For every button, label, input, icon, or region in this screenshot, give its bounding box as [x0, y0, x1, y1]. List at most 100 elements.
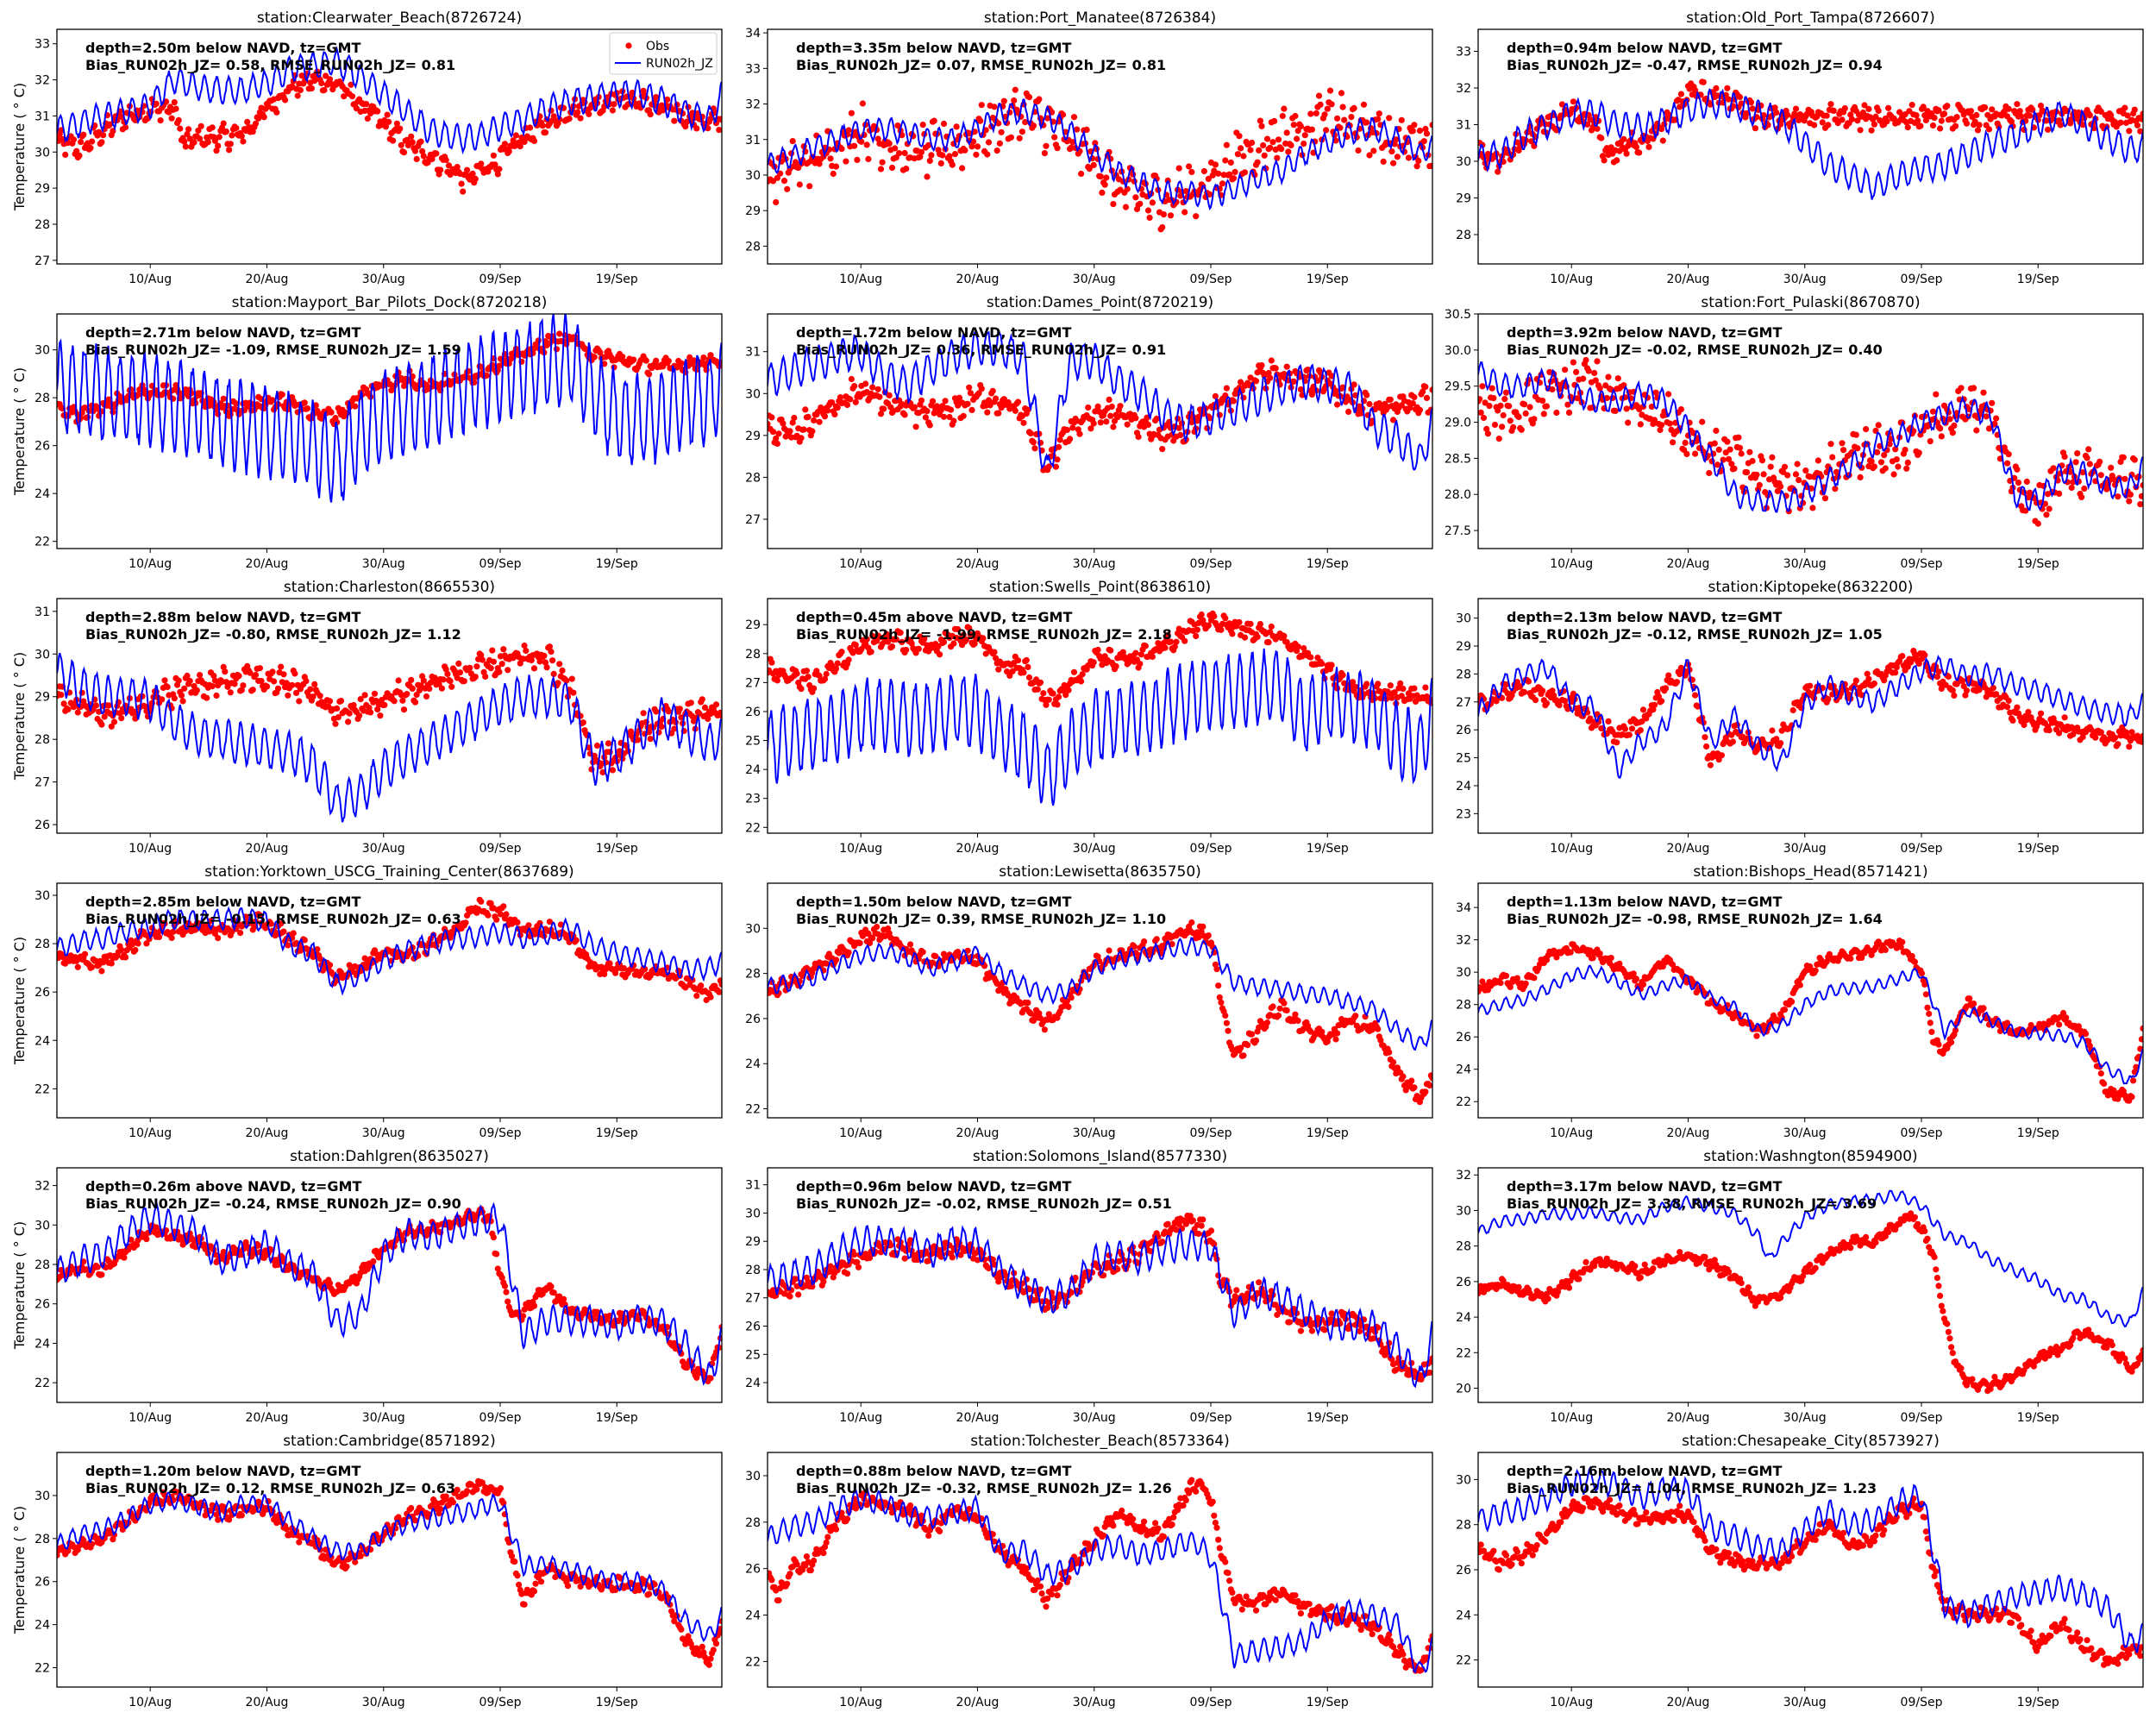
obs-point [937, 651, 943, 658]
ytick-label: 28 [745, 471, 761, 485]
obs-point [2008, 118, 2015, 125]
obs-point [1963, 687, 1971, 694]
obs-point [1882, 465, 1889, 472]
obs-point [1565, 409, 1573, 416]
obs-point [838, 146, 845, 153]
obs-point [1980, 389, 1987, 396]
obs-point [1725, 455, 1733, 462]
obs-point [420, 153, 427, 160]
obs-point [1796, 477, 1802, 484]
obs-point [1744, 469, 1751, 476]
obs-point [2134, 122, 2141, 129]
obs-point [467, 664, 473, 671]
obs-point [1411, 122, 1418, 129]
ytick-label: 24 [34, 487, 50, 501]
obs-point [1865, 105, 1872, 112]
obs-point [1585, 367, 1592, 374]
obs-point [301, 399, 308, 406]
obs-point [409, 139, 416, 146]
obs-point [274, 685, 282, 692]
obs-point [1045, 696, 1052, 703]
obs-point [1973, 111, 1980, 119]
obs-point [1967, 108, 1974, 115]
obs-point [1574, 395, 1581, 402]
obs-point [1875, 107, 1882, 115]
ytick-label: 23 [1456, 807, 1471, 821]
obs-point [791, 414, 798, 422]
obs-point [1854, 117, 1861, 124]
obs-point [950, 417, 957, 424]
obs-point [408, 676, 415, 684]
ytick-label: 24 [1456, 780, 1471, 794]
obs-point [413, 155, 420, 162]
y-axis-label: Temperature ( ° C) [11, 367, 28, 496]
obs-point [829, 399, 836, 406]
model-series-line [1478, 88, 2143, 200]
obs-point [2115, 741, 2122, 748]
obs-point [960, 412, 967, 419]
obs-point [1164, 631, 1171, 638]
panel-5: station:Dames_Point(8720219)272829303110… [745, 294, 1433, 571]
obs-point [593, 742, 601, 750]
obs-point [832, 163, 840, 170]
obs-point [811, 685, 818, 692]
obs-point [191, 139, 197, 146]
obs-point [1188, 168, 1195, 176]
obs-point [989, 387, 996, 394]
obs-point [1517, 683, 1524, 690]
obs-point [278, 920, 285, 927]
xtick-label: 19/Sep [596, 842, 638, 856]
xtick-label: 30/Aug [1783, 842, 1827, 856]
xtick-label: 19/Sep [596, 557, 638, 571]
obs-point [968, 143, 975, 150]
obs-point [1652, 389, 1659, 396]
obs-point [1014, 657, 1022, 664]
obs-point [798, 686, 805, 693]
obs-point [323, 72, 329, 79]
obs-point [1522, 410, 1529, 417]
obs-point [1531, 416, 1538, 423]
obs-point [2085, 446, 2092, 453]
obs-point [931, 117, 937, 124]
obs-point [100, 132, 107, 139]
obs-series [57, 642, 722, 776]
obs-point [1050, 690, 1056, 697]
obs-point [912, 423, 919, 430]
obs-point [1256, 147, 1263, 154]
obs-point [1092, 140, 1099, 147]
stats-annotation: Bias_RUN02h_JZ= -1.09, RMSE_RUN02h_JZ= 1… [85, 342, 461, 358]
obs-point [1562, 698, 1569, 705]
obs-point [953, 123, 960, 130]
obs-point [1502, 389, 1510, 396]
obs-series [57, 68, 722, 195]
obs-point [1636, 149, 1643, 156]
obs-point [553, 346, 561, 353]
obs-point [1702, 734, 1708, 741]
obs-point [1268, 623, 1275, 630]
obs-point [1083, 126, 1090, 133]
obs-point [381, 701, 388, 709]
obs-point [1746, 448, 1753, 455]
obs-point [1411, 685, 1418, 692]
obs-point [1186, 163, 1193, 170]
obs-point [1341, 116, 1348, 123]
obs-point [81, 405, 89, 411]
obs-point [1645, 143, 1652, 150]
obs-point [98, 139, 105, 146]
obs-point [854, 156, 861, 163]
obs-point [1666, 420, 1673, 427]
obs-point [2120, 454, 2127, 461]
xtick-label: 09/Sep [479, 842, 522, 856]
obs-point [78, 139, 85, 146]
obs-point [237, 930, 244, 937]
obs-point [1211, 613, 1218, 620]
obs-point [1328, 662, 1335, 668]
obs-point [824, 407, 831, 414]
obs-point [1747, 99, 1755, 106]
obs-point [285, 942, 291, 949]
obs-point [226, 147, 233, 154]
obs-point [2004, 460, 2011, 467]
obs-series [1478, 648, 2143, 768]
ytick-label: 30 [34, 648, 50, 662]
obs-point [157, 117, 164, 124]
